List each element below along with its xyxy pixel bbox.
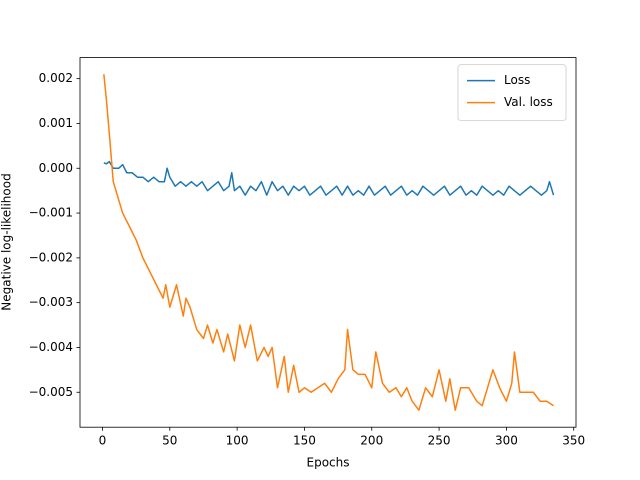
x-tick-label: 300 (495, 434, 518, 448)
legend-label: Loss (504, 73, 530, 87)
y-tick-label: −0.001 (29, 206, 73, 220)
legend-label: Val. loss (504, 95, 553, 109)
y-tick-label: 0.001 (39, 116, 73, 130)
y-axis-label: Negative log-likelihood (0, 173, 14, 310)
y-tick-label: −0.005 (29, 385, 73, 399)
x-tick-label: 200 (360, 434, 383, 448)
x-tick-label: 50 (162, 434, 177, 448)
series-line (103, 74, 554, 411)
y-tick-label: −0.002 (29, 250, 73, 264)
x-tick-label: 150 (293, 434, 316, 448)
x-axis-label: Epochs (307, 456, 350, 470)
y-tick-label: 0.000 (39, 161, 73, 175)
legend-box (457, 64, 567, 121)
y-tick-label: −0.003 (29, 295, 73, 309)
series-line (103, 160, 555, 196)
x-tick-label: 100 (226, 434, 249, 448)
y-tick-label: 0.002 (39, 71, 73, 85)
plot-frame (79, 57, 577, 428)
x-tick-label: 250 (428, 434, 451, 448)
x-tick-label: 350 (562, 434, 585, 448)
x-tick-label: 0 (99, 434, 107, 448)
y-tick-label: −0.004 (29, 340, 73, 354)
